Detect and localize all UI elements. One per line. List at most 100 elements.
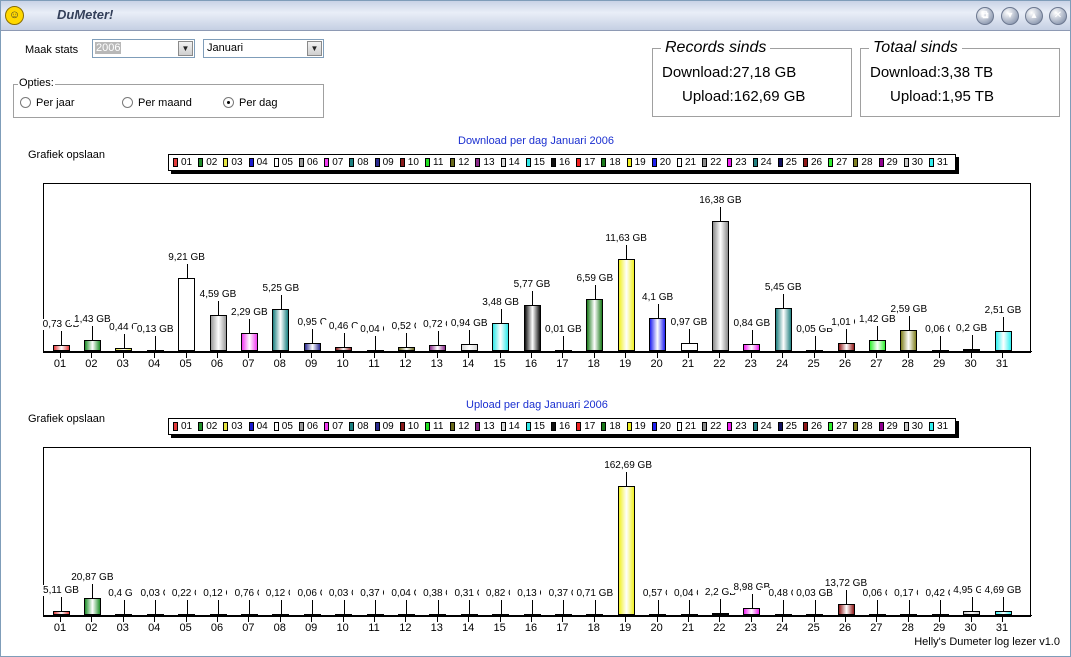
x-tick-label: 29 [933, 358, 946, 370]
data-label: 0,38 C [415, 588, 460, 599]
data-label: 4,1 GB [635, 292, 680, 304]
legend-swatch [853, 158, 859, 167]
radio-checked-icon [223, 97, 234, 108]
chevron-down-icon[interactable]: ▼ [178, 41, 193, 56]
bar [806, 350, 824, 352]
value-leader [720, 206, 722, 221]
x-axis [44, 351, 1032, 352]
download-legend: 01 02 03 04 05 06 07 08 09 10 11 12 13 14 15 16 17 18 19 20… [168, 154, 956, 171]
totals-download: Download:3,38 TB [870, 64, 994, 81]
legend-swatch [525, 158, 531, 167]
x-tick [436, 617, 438, 622]
legend-swatch [374, 158, 380, 167]
bar [649, 318, 667, 351]
x-tick [656, 617, 658, 622]
value-leader [155, 335, 157, 350]
data-label: 2,51 GB [981, 305, 1025, 317]
x-tick [499, 353, 501, 358]
x-tick [970, 353, 972, 358]
data-label: 5,77 GB [510, 279, 554, 291]
upload-legend: 01 02 03 04 05 06 07 08 09 10 11 12 13 14 15 16 17 18 19 20… [168, 418, 956, 435]
x-tick [813, 617, 815, 622]
restore-icon[interactable]: ⧉ [976, 7, 994, 25]
legend-label: 03 [231, 421, 243, 432]
legend-label: 13 [483, 421, 495, 432]
legend-label: 14 [508, 421, 520, 432]
month-select[interactable]: Januari ▼ [203, 39, 324, 58]
legend-label: 26 [811, 157, 823, 168]
legend-label: 15 [533, 421, 545, 432]
legend-label: 25 [785, 157, 797, 168]
x-tick [625, 353, 627, 358]
data-label: 0,84 GB [729, 318, 774, 330]
data-label: 5,45 GB [761, 281, 806, 293]
x-tick [248, 353, 250, 358]
save-chart-button[interactable]: Grafiek opslaan [28, 149, 106, 161]
x-tick-label: 09 [305, 622, 318, 634]
data-label: 0,22 C [164, 588, 209, 599]
x-tick-label: 31 [995, 622, 1009, 634]
value-leader [563, 336, 565, 350]
legend-label: 23 [735, 421, 747, 432]
chevron-down-icon[interactable]: ▼ [307, 41, 322, 56]
save-chart-button[interactable]: Grafiek opslaan [28, 413, 106, 425]
legend-label: 12 [458, 421, 470, 432]
x-tick-label: 12 [399, 622, 412, 634]
menu-icon[interactable]: ▾ [1001, 7, 1019, 25]
legend-swatch [324, 422, 330, 431]
x-tick-label: 03 [116, 622, 129, 634]
bar [397, 346, 415, 351]
bar [554, 350, 572, 352]
minimize-icon[interactable]: ▴ [1025, 7, 1043, 25]
value-leader [783, 293, 785, 308]
legend-swatch [828, 422, 834, 431]
bar [366, 350, 384, 352]
x-tick [342, 353, 344, 358]
title-bar[interactable]: ☺ DuMeter! ⧉ ▾ ▴ ✕ [1, 1, 1070, 31]
legend-label: 05 [281, 157, 293, 168]
x-tick [939, 617, 941, 622]
value-leader [940, 336, 942, 350]
maak-stats-label: Maak stats [25, 44, 79, 56]
legend-label: 16 [559, 157, 571, 168]
bar [806, 614, 824, 616]
x-tick-label: 25 [807, 358, 820, 370]
radio-per-dag[interactable]: Per dag [223, 97, 278, 109]
x-tick [562, 353, 564, 358]
bar [429, 614, 447, 616]
value-leader [594, 600, 596, 614]
value-leader [877, 600, 879, 614]
legend-label: 29 [886, 157, 898, 168]
legend-swatch [349, 422, 355, 431]
x-tick [719, 617, 721, 622]
legend-swatch [752, 422, 758, 431]
radio-per-jaar[interactable]: Per jaar [20, 97, 75, 109]
radio-per-maand[interactable]: Per maand [122, 97, 192, 109]
legend-label: 22 [710, 421, 722, 432]
x-tick [91, 617, 93, 622]
value-leader [343, 600, 345, 614]
legend-label: 14 [508, 157, 520, 168]
x-tick-label: 13 [430, 358, 443, 370]
x-tick-label: 27 [870, 358, 883, 370]
legend-swatch [273, 422, 279, 431]
legend-swatch [853, 422, 859, 431]
bar [617, 485, 635, 615]
data-label: 0,03 GB [792, 588, 837, 599]
x-tick [688, 353, 689, 358]
x-tick-label: 04 [148, 622, 161, 634]
x-tick-label: 14 [462, 622, 475, 634]
legend-swatch [450, 158, 456, 167]
x-tick-label: 03 [116, 358, 129, 370]
x-tick-label: 06 [210, 622, 224, 634]
data-label: 0,12 G [258, 588, 303, 599]
x-tick-label: 17 [556, 358, 569, 370]
legend-swatch [651, 422, 657, 431]
value-leader [500, 600, 502, 614]
totals-box: Totaal sinds Download:3,38 TB Upload:1,9… [860, 39, 1060, 117]
x-tick [91, 353, 93, 358]
x-tick-label: 19 [619, 358, 632, 370]
year-select[interactable]: 2006 ▼ [92, 39, 195, 58]
value-leader [218, 300, 219, 315]
close-icon[interactable]: ✕ [1049, 7, 1067, 25]
